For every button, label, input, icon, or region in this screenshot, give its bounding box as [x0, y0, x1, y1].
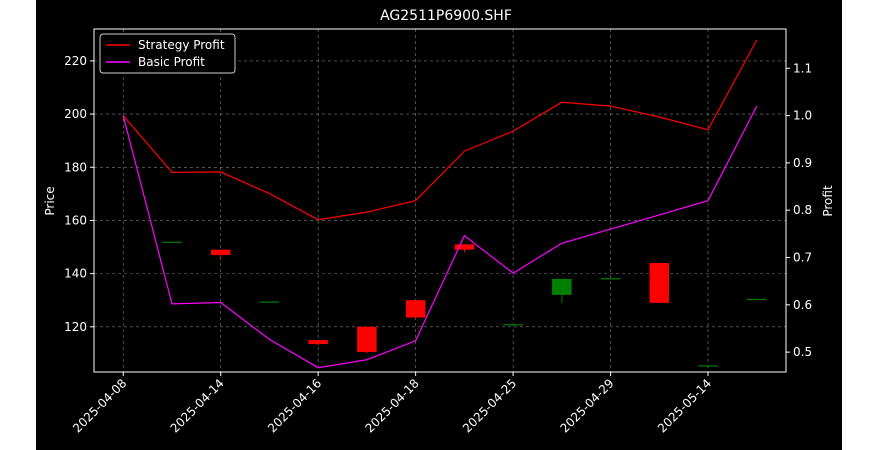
y-left-tick-label: 180: [64, 160, 87, 174]
y-right-tick-label: 0.5: [793, 345, 812, 359]
y-right-tick-label: 0.8: [793, 203, 812, 217]
candle-body: [210, 249, 231, 256]
chart-title: AG2511P6900.SHF: [380, 8, 512, 24]
x-tick-label: 2025-04-29: [557, 376, 616, 435]
chart-figure: AG2511P6900.SHF Price Profit 120 140 160 18…: [36, 0, 842, 450]
candle-body: [308, 340, 328, 345]
y-right-tick-label: 1.0: [793, 109, 812, 123]
y-left-tick-label: 120: [64, 320, 87, 334]
x-tick-label: 2025-04-08: [70, 376, 129, 435]
candle-body: [162, 241, 182, 243]
candle-body: [698, 365, 718, 367]
basic-profit-line: [122, 105, 758, 369]
legend-label: Basic Profit: [138, 55, 205, 69]
x-tick-label: 2025-04-14: [168, 376, 227, 435]
x-tick-label: 2025-04-16: [265, 376, 324, 435]
x-tick-label: 2025-04-25: [460, 376, 519, 435]
candle-body: [552, 278, 572, 295]
y-left-tick-label: 160: [64, 213, 87, 227]
candle-body: [454, 244, 475, 250]
candle-body: [600, 278, 621, 280]
candle-body: [649, 262, 670, 303]
x-tick-label: 2025-05-14: [655, 376, 714, 435]
y-axis-left-label: Price: [43, 186, 57, 215]
y-right-tick-label: 0.6: [793, 298, 812, 312]
strategy-profit-line: [122, 39, 758, 221]
candle-body: [357, 326, 377, 353]
y-right-tick-label: 0.7: [793, 251, 812, 265]
y-left-tick-label: 220: [64, 54, 87, 68]
y-left-tick-label: 140: [64, 267, 87, 281]
candle-body: [405, 300, 426, 318]
chart-svg: AG2511P6900.SHF Price Profit 120 140 160 18…: [43, 8, 835, 435]
plot-frame: [93, 28, 787, 373]
legend-box: [99, 33, 236, 74]
y-left-tick-label: 200: [64, 107, 87, 121]
y-right-tick-label: 0.9: [793, 156, 812, 170]
candle-body: [747, 298, 767, 301]
candle-body: [503, 324, 523, 326]
candle-body: [259, 301, 280, 303]
y-right-tick-label: 1.1: [793, 61, 812, 75]
y-axis-right-label: Profit: [821, 185, 835, 217]
x-tick-label: 2025-04-18: [363, 376, 422, 435]
legend-label: Strategy Profit: [138, 38, 225, 52]
